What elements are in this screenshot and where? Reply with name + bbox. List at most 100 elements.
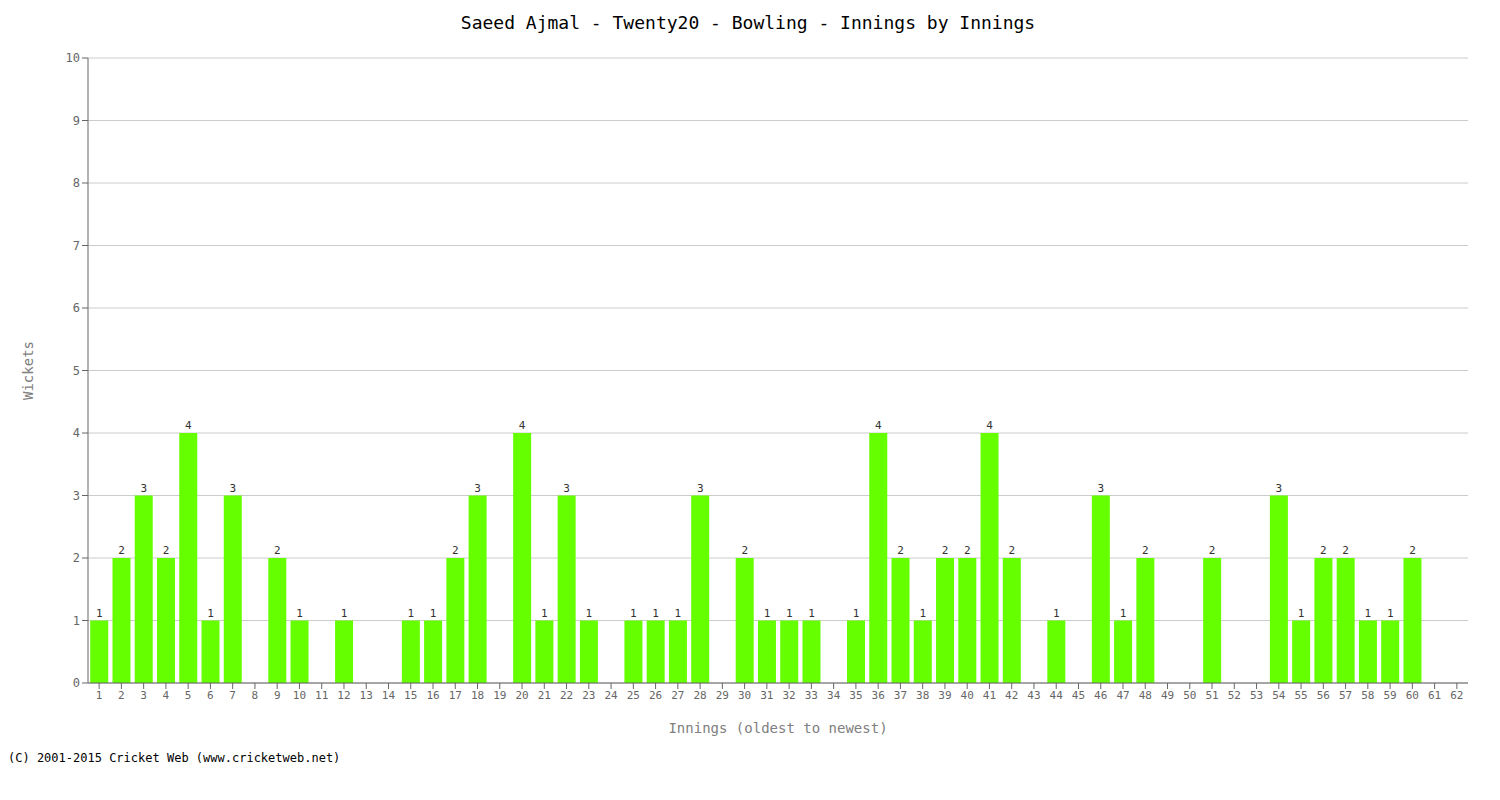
svg-text:13: 13 (360, 689, 373, 702)
svg-text:2: 2 (1409, 544, 1416, 557)
svg-text:38: 38 (916, 689, 929, 702)
svg-text:47: 47 (1116, 689, 1129, 702)
svg-text:21: 21 (538, 689, 551, 702)
svg-text:9: 9 (274, 689, 281, 702)
svg-text:39: 39 (938, 689, 951, 702)
svg-text:8: 8 (73, 176, 80, 190)
svg-text:1: 1 (919, 607, 926, 620)
svg-text:4: 4 (73, 426, 80, 440)
svg-text:35: 35 (849, 689, 862, 702)
svg-text:1: 1 (541, 607, 548, 620)
svg-text:2: 2 (1008, 544, 1015, 557)
svg-text:32: 32 (783, 689, 796, 702)
svg-text:5: 5 (73, 364, 80, 378)
svg-text:6: 6 (73, 301, 80, 315)
svg-text:37: 37 (894, 689, 907, 702)
svg-text:1: 1 (341, 607, 348, 620)
svg-text:1: 1 (408, 607, 415, 620)
svg-text:1: 1 (630, 607, 637, 620)
svg-text:44: 44 (1050, 689, 1064, 702)
svg-text:3: 3 (474, 482, 481, 495)
svg-text:2: 2 (964, 544, 971, 557)
svg-text:2: 2 (1209, 544, 1216, 557)
svg-text:0: 0 (73, 676, 80, 690)
svg-text:19: 19 (493, 689, 506, 702)
svg-text:2: 2 (163, 544, 170, 557)
svg-text:50: 50 (1183, 689, 1196, 702)
svg-text:3: 3 (73, 489, 80, 503)
svg-text:16: 16 (426, 689, 439, 702)
svg-text:42: 42 (1005, 689, 1018, 702)
svg-text:40: 40 (961, 689, 974, 702)
svg-text:1: 1 (1120, 607, 1127, 620)
svg-text:2: 2 (942, 544, 949, 557)
svg-text:30: 30 (738, 689, 751, 702)
svg-text:24: 24 (604, 689, 618, 702)
svg-text:31: 31 (760, 689, 773, 702)
svg-text:1: 1 (1298, 607, 1305, 620)
svg-text:1: 1 (1387, 607, 1394, 620)
svg-text:6: 6 (207, 689, 214, 702)
svg-text:1: 1 (296, 607, 303, 620)
svg-text:28: 28 (693, 689, 706, 702)
svg-text:2: 2 (741, 544, 748, 557)
svg-text:20: 20 (515, 689, 528, 702)
svg-text:60: 60 (1406, 689, 1419, 702)
svg-text:10: 10 (66, 51, 80, 65)
svg-text:1: 1 (652, 607, 659, 620)
svg-text:61: 61 (1428, 689, 1441, 702)
svg-text:2: 2 (452, 544, 459, 557)
svg-text:Innings (oldest to newest): Innings (oldest to newest) (668, 720, 887, 736)
svg-text:1: 1 (430, 607, 437, 620)
svg-text:22: 22 (560, 689, 573, 702)
svg-text:62: 62 (1450, 689, 1463, 702)
svg-text:1: 1 (808, 607, 815, 620)
svg-text:1: 1 (96, 689, 103, 702)
svg-text:1: 1 (764, 607, 771, 620)
svg-text:58: 58 (1361, 689, 1374, 702)
svg-text:36: 36 (872, 689, 885, 702)
svg-text:8: 8 (252, 689, 259, 702)
svg-text:56: 56 (1317, 689, 1330, 702)
svg-text:46: 46 (1094, 689, 1107, 702)
svg-text:4: 4 (185, 419, 192, 432)
svg-text:3: 3 (563, 482, 570, 495)
svg-text:Wickets: Wickets (20, 341, 36, 400)
svg-text:27: 27 (671, 689, 684, 702)
svg-text:2: 2 (274, 544, 281, 557)
svg-text:3: 3 (229, 482, 236, 495)
svg-text:45: 45 (1072, 689, 1085, 702)
svg-text:1: 1 (1053, 607, 1060, 620)
svg-text:2: 2 (118, 689, 125, 702)
svg-text:2: 2 (73, 551, 80, 565)
svg-text:14: 14 (382, 689, 396, 702)
svg-text:1: 1 (73, 614, 80, 628)
svg-text:7: 7 (229, 689, 236, 702)
svg-text:3: 3 (140, 689, 147, 702)
svg-text:43: 43 (1027, 689, 1040, 702)
svg-text:1: 1 (586, 607, 593, 620)
svg-text:59: 59 (1383, 689, 1396, 702)
svg-text:1: 1 (786, 607, 793, 620)
svg-text:4: 4 (986, 419, 993, 432)
svg-text:53: 53 (1250, 689, 1263, 702)
svg-text:23: 23 (582, 689, 595, 702)
svg-text:1: 1 (207, 607, 214, 620)
svg-text:2: 2 (897, 544, 904, 557)
svg-text:1: 1 (853, 607, 860, 620)
svg-text:2: 2 (1342, 544, 1349, 557)
svg-text:33: 33 (805, 689, 818, 702)
svg-text:3: 3 (697, 482, 704, 495)
svg-text:2: 2 (1320, 544, 1327, 557)
svg-text:18: 18 (471, 689, 484, 702)
svg-text:1: 1 (96, 607, 103, 620)
svg-text:10: 10 (293, 689, 306, 702)
svg-text:1: 1 (675, 607, 682, 620)
svg-text:2: 2 (118, 544, 125, 557)
svg-text:17: 17 (449, 689, 462, 702)
svg-text:15: 15 (404, 689, 417, 702)
svg-text:29: 29 (716, 689, 729, 702)
svg-text:3: 3 (140, 482, 147, 495)
svg-text:26: 26 (649, 689, 662, 702)
svg-text:48: 48 (1139, 689, 1152, 702)
